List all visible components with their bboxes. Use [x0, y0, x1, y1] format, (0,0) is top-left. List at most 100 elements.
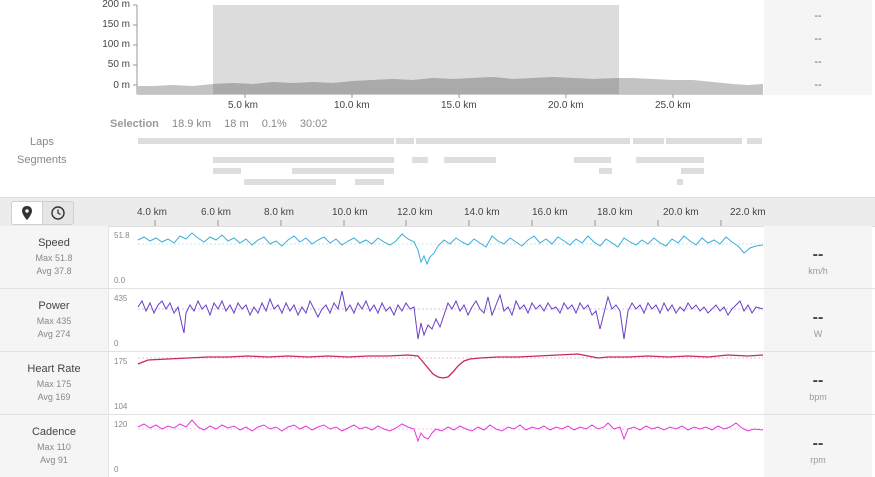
segment-bar[interactable]: [355, 179, 384, 185]
heart-rate-chart[interactable]: 175 104: [108, 352, 764, 414]
cadence-line-plot[interactable]: [108, 415, 764, 477]
segments-label: Segments: [17, 154, 67, 166]
elev-ytick: 150 m: [102, 19, 130, 30]
cadence-value-panel: -- rpm: [764, 415, 872, 477]
segment-bar[interactable]: [599, 168, 612, 174]
speed-line-plot[interactable]: [108, 226, 764, 288]
segment-bar[interactable]: [213, 168, 241, 174]
lap-bar[interactable]: [416, 138, 630, 144]
heart-rate-current-value: --: [812, 372, 824, 389]
elevation-plot[interactable]: [133, 0, 765, 100]
cadence-title: Cadence: [31, 426, 77, 438]
cadence-avg: Avg 91: [40, 455, 68, 465]
cadence-ymin: 0: [114, 465, 119, 474]
map-mode-button[interactable]: [11, 201, 43, 225]
elev-value: --: [814, 33, 822, 45]
dist-xtick: 18.0 km: [597, 207, 633, 218]
power-current-value: --: [812, 309, 824, 326]
dist-xtick: 10.0 km: [332, 207, 368, 218]
selection-grade: 0.1%: [261, 118, 287, 130]
distance-axis: [154, 220, 722, 226]
power-label-panel: Power Max 435 Avg 274: [0, 289, 109, 351]
speed-value-panel: -- km/h: [764, 226, 872, 288]
speed-current-value: --: [812, 246, 824, 263]
cadence-chart[interactable]: 120 0: [108, 415, 764, 477]
segment-bar[interactable]: [292, 168, 394, 174]
selection-summary: Selection 18.9 km 18 m 0.1% 30:02: [110, 118, 327, 130]
speed-avg: Avg 37.8: [36, 266, 72, 276]
selection-label: Selection: [110, 118, 159, 130]
clock-icon: [51, 206, 65, 220]
power-chart[interactable]: 435 0: [108, 289, 764, 351]
map-pin-icon: [22, 206, 32, 220]
cadence-current-value: --: [812, 435, 824, 452]
chart-toolbar: 4.0 km 6.0 km 8.0 km 10.0 km 12.0 km 14.…: [0, 197, 875, 227]
heart-rate-value-panel: -- bpm: [764, 352, 872, 414]
elev-xtick: 5.0 km: [228, 100, 259, 111]
heart-rate-label-panel: Heart Rate Max 175 Avg 169: [0, 352, 109, 414]
selection-distance: 18.9 km: [171, 118, 212, 130]
heart-rate-ymin: 104: [114, 402, 128, 411]
lap-bar[interactable]: [396, 138, 414, 144]
elev-xtick: 15.0 km: [441, 100, 477, 111]
elev-ytick: 200 m: [102, 0, 130, 10]
elevation-chart[interactable]: 200 m 150 m 100 m 50 m 0 m -- -- -- --: [0, 0, 875, 100]
elevation-side-panel: -- -- -- --: [764, 0, 872, 95]
power-line-plot[interactable]: [108, 289, 764, 351]
heart-rate-unit: bpm: [809, 392, 827, 402]
elev-xtick: 10.0 km: [334, 100, 370, 111]
laps-label: Laps: [30, 136, 54, 148]
segment-bar[interactable]: [244, 179, 336, 185]
segment-bar[interactable]: [681, 168, 704, 174]
dist-xtick: 6.0 km: [201, 207, 232, 218]
speed-unit: km/h: [808, 266, 828, 276]
selection-elevation: 18 m: [224, 118, 249, 130]
elev-xtick: 20.0 km: [548, 100, 584, 111]
dist-xtick: 4.0 km: [137, 207, 168, 218]
power-value-panel: -- W: [764, 289, 872, 351]
power-ymin: 0: [114, 339, 119, 348]
heart-rate-line-plot[interactable]: [108, 352, 764, 414]
power-max: Max 435: [36, 316, 72, 326]
heart-rate-ymax: 175: [114, 357, 128, 366]
cadence-ymax: 120: [114, 420, 128, 429]
segment-bar[interactable]: [574, 157, 611, 163]
speed-ymax: 51.8: [114, 231, 130, 240]
elev-value: --: [814, 10, 822, 22]
power-unit: W: [813, 329, 823, 339]
lap-bar[interactable]: [138, 138, 394, 144]
segment-bar[interactable]: [677, 179, 683, 185]
segment-bar[interactable]: [412, 157, 428, 163]
segment-bar[interactable]: [213, 157, 394, 163]
cadence-label-panel: Cadence Max 110 Avg 91: [0, 415, 109, 477]
speed-max: Max 51.8: [35, 253, 73, 263]
lap-bar[interactable]: [633, 138, 664, 144]
cadence-unit: rpm: [810, 455, 826, 465]
speed-ymin: 0.0: [114, 276, 126, 285]
dist-xtick: 8.0 km: [264, 207, 295, 218]
dist-xtick: 16.0 km: [532, 207, 568, 218]
lap-bar[interactable]: [747, 138, 762, 144]
power-ymax: 435: [114, 294, 128, 303]
heart-rate-title: Heart Rate: [27, 363, 81, 375]
heart-rate-avg: Avg 169: [37, 392, 71, 402]
power-title: Power: [38, 300, 70, 312]
elev-ytick: 50 m: [107, 59, 130, 70]
speed-title: Speed: [38, 237, 70, 249]
time-mode-button[interactable]: [42, 201, 74, 225]
cadence-max: Max 110: [37, 442, 71, 452]
segment-bar[interactable]: [636, 157, 704, 163]
speed-label-panel: Speed Max 51.8 Avg 37.8: [0, 226, 109, 288]
power-avg: Avg 274: [37, 329, 71, 339]
selection-time: 30:02: [299, 118, 328, 130]
dist-xtick: 20.0 km: [663, 207, 699, 218]
dist-xtick: 12.0 km: [397, 207, 433, 218]
elev-ytick: 100 m: [102, 39, 130, 50]
segment-bar[interactable]: [444, 157, 496, 163]
elev-ytick: 0 m: [113, 80, 130, 91]
elev-xtick: 25.0 km: [655, 100, 691, 111]
speed-chart[interactable]: 51.8 0.0: [108, 226, 764, 288]
dist-xtick: 14.0 km: [464, 207, 500, 218]
elev-value: --: [814, 79, 822, 91]
lap-bar[interactable]: [666, 138, 742, 144]
